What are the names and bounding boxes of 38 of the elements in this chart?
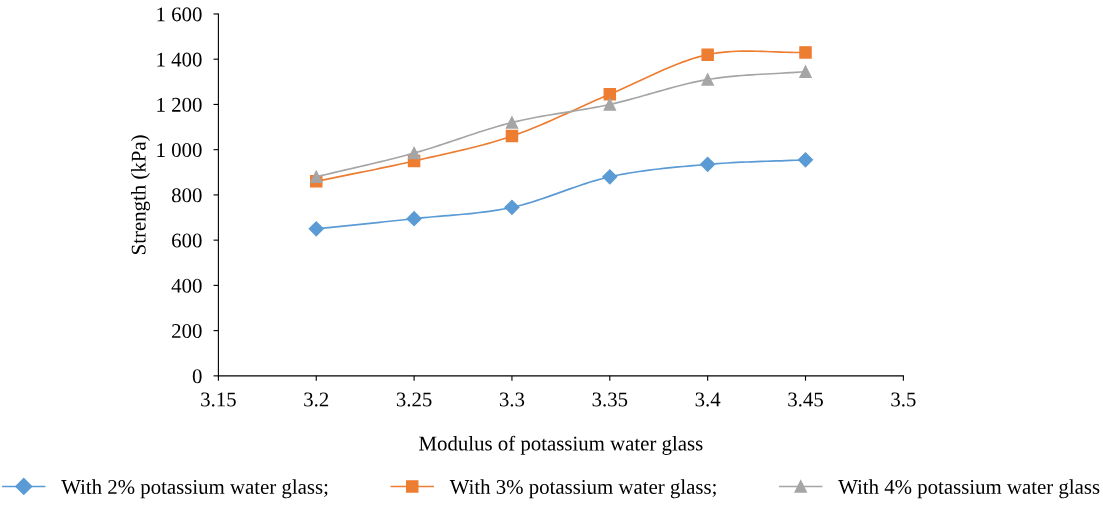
x-tick-label: 3.15 bbox=[201, 392, 236, 407]
x-tick-label: 3.35 bbox=[592, 392, 628, 407]
point bbox=[407, 146, 421, 160]
legend-label: With 4% potassium water glass bbox=[838, 479, 1100, 499]
point bbox=[700, 156, 716, 172]
y-tick-label: 0 bbox=[192, 369, 202, 384]
y-tick-label: 1 200 bbox=[157, 97, 202, 112]
point bbox=[602, 169, 618, 185]
point bbox=[308, 221, 324, 237]
point bbox=[406, 211, 422, 227]
x-tick-label: 3.45 bbox=[788, 392, 823, 407]
point bbox=[603, 98, 617, 111]
y-axis-title: Strength (kPa) bbox=[131, 135, 150, 254]
point bbox=[603, 88, 617, 101]
legend-label: With 2% potassium water glass; bbox=[61, 479, 328, 499]
point bbox=[797, 152, 814, 168]
point bbox=[309, 170, 323, 184]
x-tick-label: 3.2 bbox=[304, 392, 329, 407]
x-tick-label: 3.3 bbox=[499, 392, 525, 407]
y-tick-label: 200 bbox=[172, 324, 202, 339]
x-tick-label: 3.4 bbox=[695, 392, 721, 407]
point bbox=[505, 116, 519, 129]
point bbox=[799, 65, 812, 78]
point bbox=[504, 199, 520, 215]
point bbox=[701, 73, 714, 86]
y-tick-label: 1 400 bbox=[157, 52, 202, 67]
point bbox=[701, 48, 714, 61]
point bbox=[799, 46, 812, 59]
y-tick-label: 1 600 bbox=[157, 7, 202, 22]
point bbox=[505, 129, 519, 143]
x-tick-label: 3.5 bbox=[891, 392, 916, 407]
y-tick-label: 600 bbox=[172, 233, 202, 248]
y-tick-label: 800 bbox=[171, 188, 202, 203]
y-tick-label: 400 bbox=[171, 278, 202, 293]
x-axis-title: Modulus of potassium water glass bbox=[419, 435, 703, 455]
legend-label: With 3% potassium water glass; bbox=[449, 479, 716, 499]
y-tick-label: 1 000 bbox=[157, 143, 202, 158]
x-tick-label: 3.25 bbox=[396, 392, 432, 407]
